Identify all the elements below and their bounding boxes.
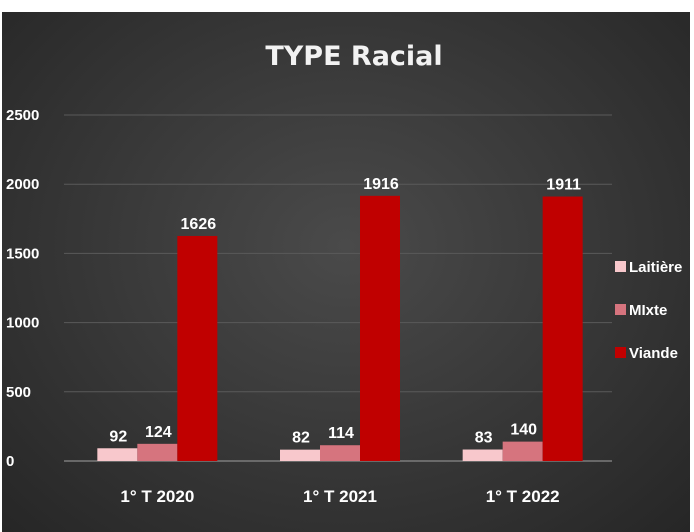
y-axis: 0 500 1000 1500 2000 2500 <box>6 107 39 470</box>
legend-label: Laitière <box>629 259 682 276</box>
chart-title: TYPE Racial <box>265 41 442 72</box>
y-tick-label: 1500 <box>6 245 39 262</box>
chart-svg: TYPE Racial 0 500 1000 1500 2000 2500 92 124 16… <box>6 41 682 506</box>
data-labels: 92 124 1626 82 114 1916 83 140 1911 <box>109 176 581 447</box>
bar-viande <box>360 195 400 461</box>
legend-swatch <box>615 347 626 358</box>
x-tick-label: 1° T 2020 <box>120 487 194 506</box>
legend-label: Viande <box>629 345 678 362</box>
data-label: 83 <box>475 430 493 447</box>
bar-viande <box>177 235 218 461</box>
gridlines <box>64 114 612 462</box>
data-label: 1916 <box>363 176 399 193</box>
data-label: 114 <box>328 425 354 442</box>
data-label: 82 <box>292 430 310 447</box>
legend: Laitière MIxte Viande <box>615 259 682 362</box>
bar-laitière <box>462 449 503 461</box>
bars <box>97 195 583 462</box>
bar-mixte <box>137 443 178 461</box>
y-tick-label: 0 <box>6 453 14 470</box>
y-tick-label: 500 <box>6 384 31 401</box>
data-label: 124 <box>145 424 172 441</box>
bar-viande <box>542 196 583 462</box>
y-tick-label: 2500 <box>6 107 39 124</box>
legend-label: MIxte <box>629 302 667 319</box>
legend-swatch <box>615 304 626 315</box>
data-label: 1626 <box>181 216 217 233</box>
y-tick-label: 2000 <box>6 176 39 193</box>
x-tick-label: 1° T 2021 <box>303 487 377 506</box>
chart-area: TYPE Racial 0 500 1000 1500 2000 2500 92 124 16… <box>2 12 690 532</box>
y-tick-label: 1000 <box>6 315 39 332</box>
x-tick-label: 1° T 2022 <box>486 487 560 506</box>
data-label: 92 <box>109 428 127 445</box>
bar-mixte <box>502 441 543 461</box>
legend-swatch <box>615 261 626 272</box>
x-axis: 1° T 2020 1° T 2021 1° T 2022 <box>120 487 559 506</box>
data-label: 1911 <box>546 177 581 194</box>
data-label: 140 <box>510 422 537 439</box>
bar-laitière <box>280 449 320 461</box>
bar-mixte <box>320 445 360 461</box>
bar-laitière <box>97 448 138 461</box>
